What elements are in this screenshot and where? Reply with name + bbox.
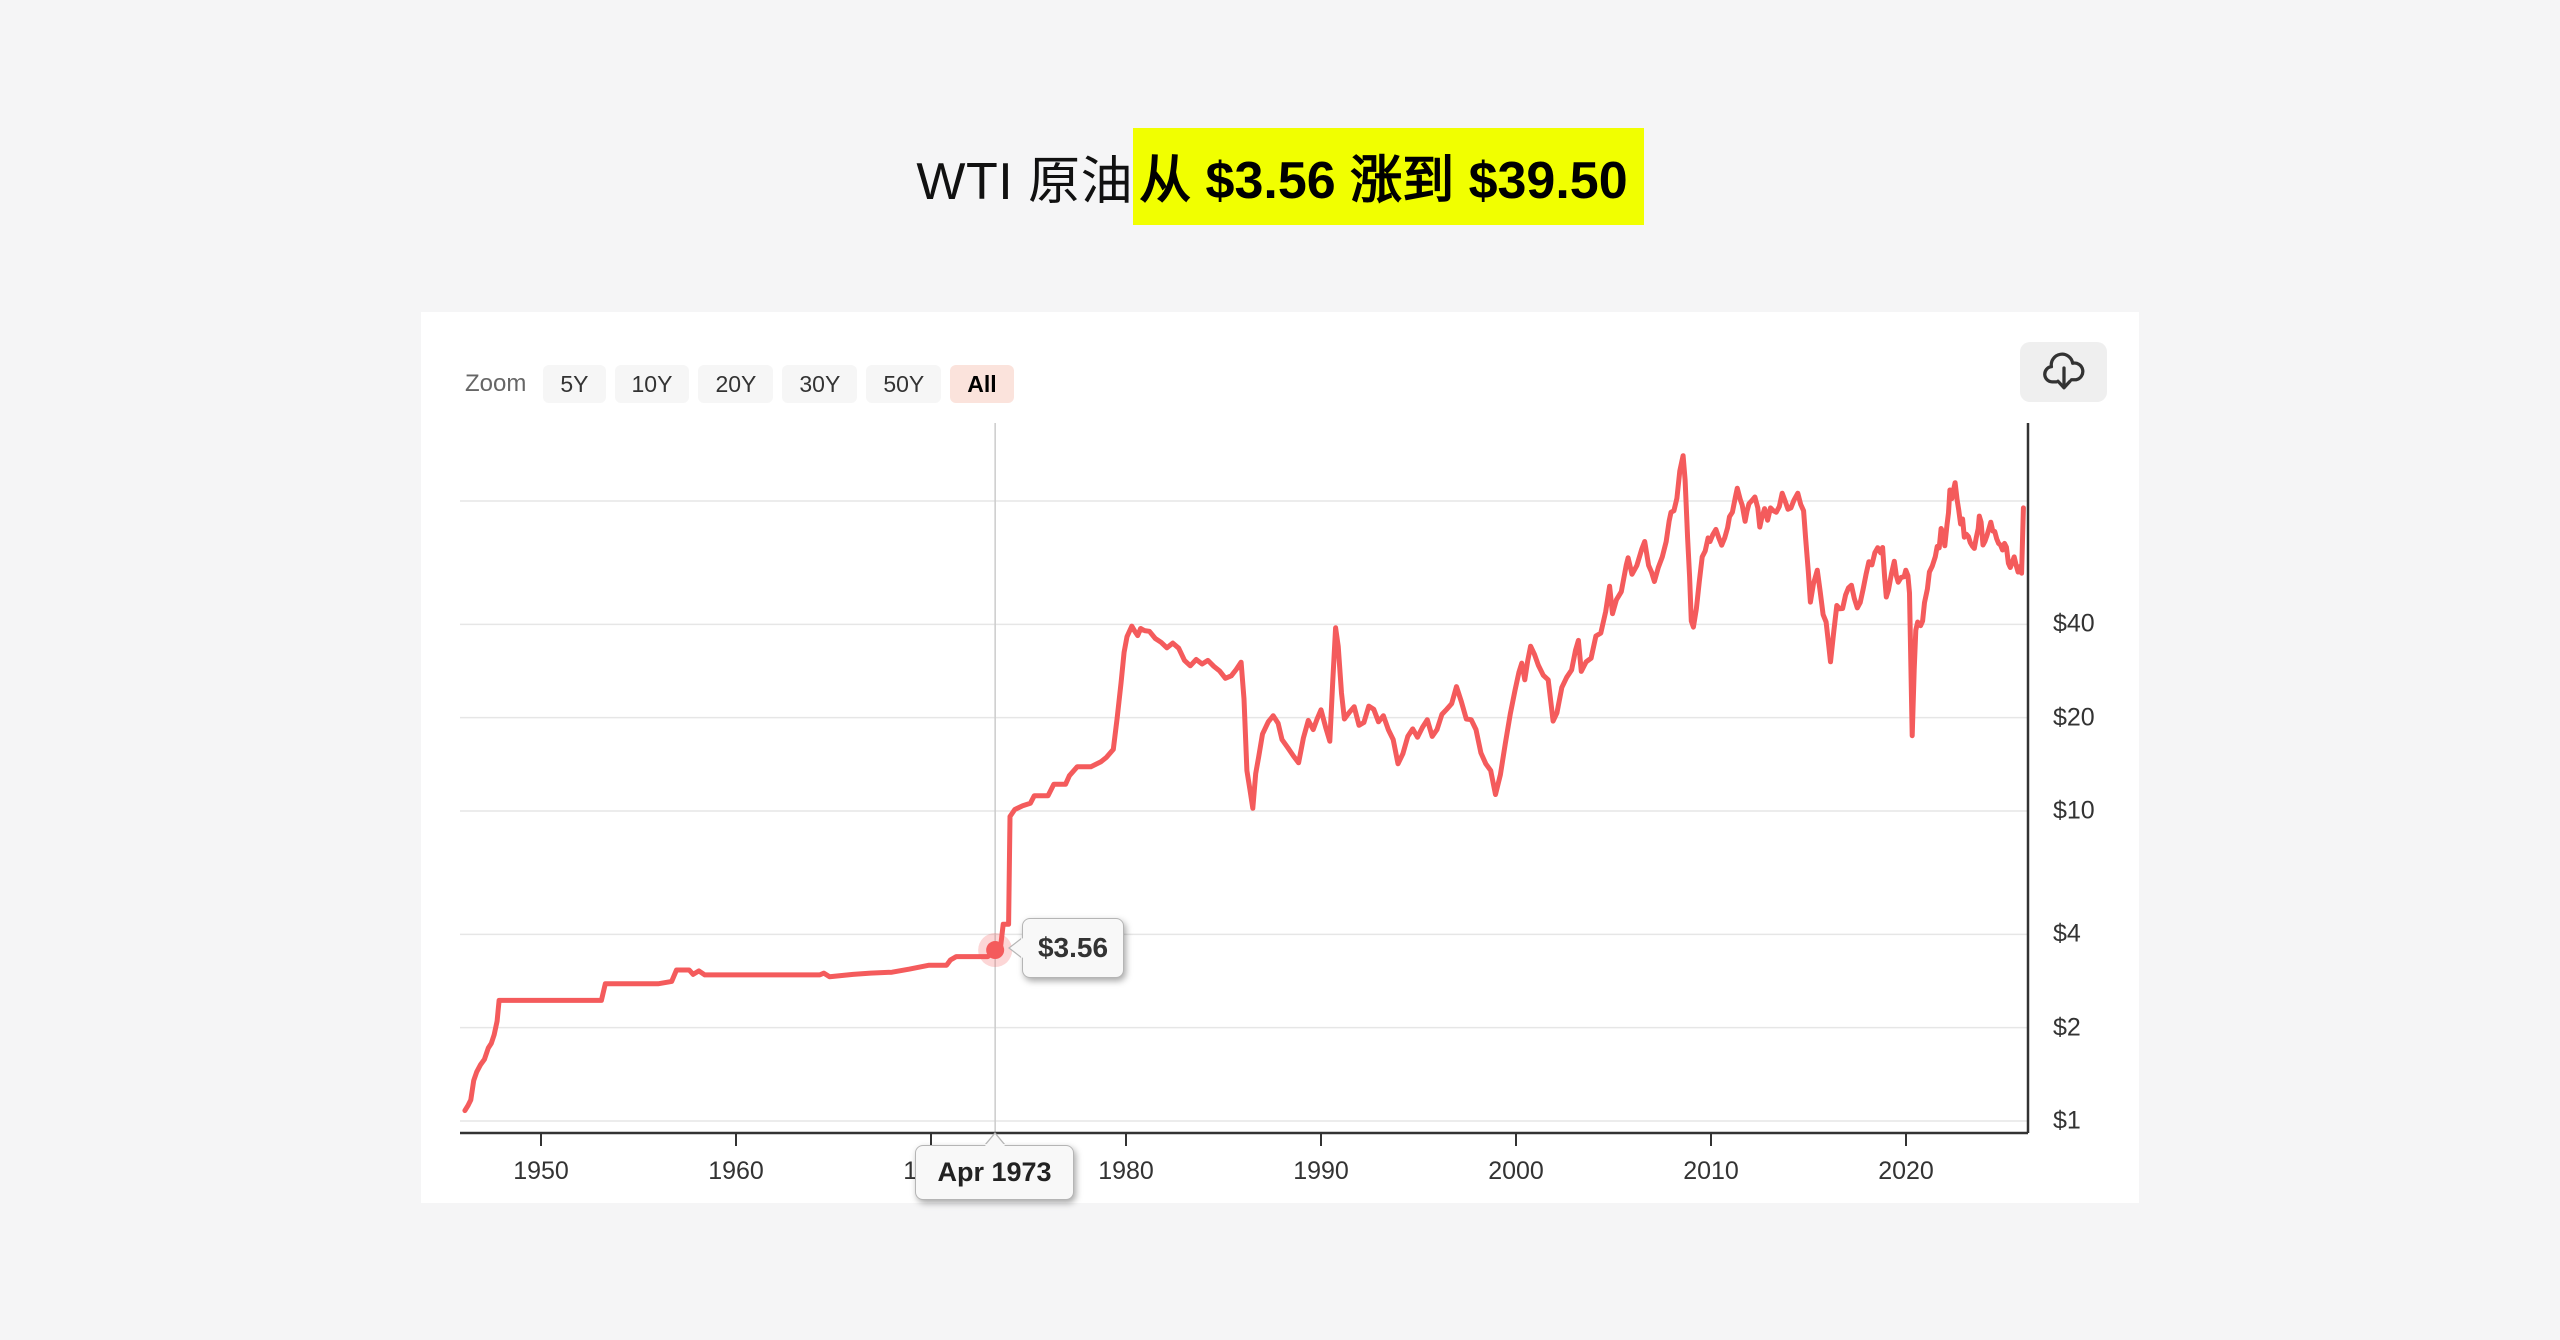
range-button-30y[interactable]: 30Y xyxy=(782,365,858,403)
x-axis-label: 1950 xyxy=(513,1157,569,1185)
range-button-20y[interactable]: 20Y xyxy=(698,365,774,403)
y-axis-label: $1 xyxy=(2053,1106,2081,1135)
page-title: WTI 原油从 $3.56 涨到 $39.50 xyxy=(0,128,2560,225)
y-axis-label: $40 xyxy=(2053,609,2095,638)
x-axis-label: 1960 xyxy=(708,1157,764,1185)
y-axis-label: $4 xyxy=(2053,919,2081,948)
cloud-download-icon xyxy=(2040,351,2088,393)
page-title-prefix: WTI 原油 xyxy=(916,153,1134,211)
y-axis-label: $2 xyxy=(2053,1013,2081,1042)
y-axis-label: $10 xyxy=(2053,796,2095,825)
x-axis-label: 1980 xyxy=(1098,1157,1154,1185)
price-line-series xyxy=(462,453,2026,1114)
download-button[interactable] xyxy=(2020,342,2107,402)
range-button-10y[interactable]: 10Y xyxy=(614,365,690,403)
page-title-highlight: 从 $3.56 涨到 $39.50 xyxy=(1133,128,1644,225)
zoom-label: Zoom xyxy=(465,370,527,397)
selected-point-marker[interactable] xyxy=(986,941,1005,960)
y-axis-label: $20 xyxy=(2053,703,2095,732)
chart-panel: $1$2$4$10$20$401950196019701980199020002… xyxy=(421,312,2139,1203)
point-tooltip: $3.56 xyxy=(1008,918,1124,978)
range-button-50y[interactable]: 50Y xyxy=(866,365,942,403)
chart-svg xyxy=(460,423,2030,1146)
x-axis-label: 1990 xyxy=(1293,1157,1349,1185)
xaxis-tooltip: Apr 1973 xyxy=(915,1132,1074,1200)
zoom-toolbar: Zoom 5Y 10Y 20Y 30Y 50Y All xyxy=(465,365,1014,403)
point-tooltip-value: $3.56 xyxy=(1037,932,1109,963)
range-button-all[interactable]: All xyxy=(950,365,1014,403)
x-axis-label: 2000 xyxy=(1488,1157,1544,1185)
x-axis-label: 2020 xyxy=(1878,1157,1934,1185)
x-axis-label: 2010 xyxy=(1683,1157,1739,1185)
chart-plot-area[interactable]: $1$2$4$10$20$401950196019701980199020002… xyxy=(421,312,2139,1203)
range-button-5y[interactable]: 5Y xyxy=(543,365,606,403)
xaxis-tooltip-value: Apr 1973 xyxy=(937,1157,1052,1187)
